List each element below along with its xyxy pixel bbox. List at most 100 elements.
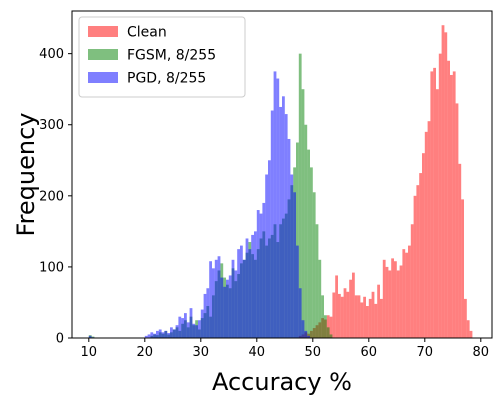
histogram-bar — [358, 295, 361, 338]
histogram-bar — [206, 288, 209, 338]
histogram-bar — [148, 334, 151, 338]
histogram-bar — [380, 299, 383, 338]
histogram-bar — [402, 249, 405, 338]
histogram-bar — [416, 185, 419, 338]
histogram-bar — [391, 258, 394, 338]
histogram-bar — [198, 320, 201, 338]
histogram-bar — [240, 246, 243, 338]
histogram-bar — [433, 68, 436, 338]
y-tick-label: 400 — [39, 47, 64, 62]
histogram-bar — [447, 61, 450, 338]
y-axis-label: Frequency — [12, 113, 40, 237]
x-axis-label: Accuracy % — [212, 368, 352, 396]
histogram-bar — [232, 260, 235, 338]
x-tick-label: 20 — [137, 345, 154, 360]
histogram-bar — [251, 235, 254, 338]
histogram-bar — [173, 329, 176, 338]
x-tick-label: 70 — [417, 345, 434, 360]
histogram-bar — [229, 275, 232, 338]
legend-swatch — [88, 72, 118, 83]
histogram-bar — [243, 260, 246, 338]
histogram-bar — [218, 256, 221, 338]
histogram-bar — [430, 71, 433, 338]
histogram-bar — [377, 285, 380, 338]
histogram-bar — [265, 175, 268, 339]
histogram-bar — [170, 327, 173, 338]
histogram-bar — [164, 331, 167, 338]
legend-swatch — [88, 49, 118, 60]
histogram-bar — [422, 153, 425, 338]
histogram-bar — [355, 295, 358, 338]
histogram-bar — [327, 327, 330, 338]
histogram-bar — [178, 317, 181, 338]
histogram-bar — [299, 288, 302, 338]
histogram-bar — [408, 246, 411, 338]
x-tick-label: 60 — [361, 345, 378, 360]
histogram-bar — [223, 287, 226, 338]
x-tick-label: 10 — [81, 345, 98, 360]
histogram-bar — [405, 253, 408, 338]
histogram-bar — [341, 297, 344, 338]
histogram-bar — [176, 325, 179, 338]
histogram-bar — [428, 121, 431, 338]
histogram-bar — [296, 246, 299, 338]
histogram-bar — [302, 89, 305, 338]
histogram-bar — [464, 299, 467, 338]
histogram-bar — [372, 292, 375, 338]
histogram-bar — [439, 54, 442, 338]
histogram-bar — [335, 275, 338, 338]
histogram-bar — [411, 224, 414, 338]
histogram-bar — [288, 139, 291, 338]
histogram-bar — [212, 268, 215, 338]
histogram-bar — [285, 114, 288, 338]
histogram-bar — [360, 302, 363, 338]
histogram-bar — [150, 332, 153, 338]
histogram-bar — [330, 334, 333, 338]
y-tick-label: 0 — [56, 332, 64, 347]
histogram-bar — [442, 25, 445, 338]
histogram-bar — [181, 318, 184, 338]
histogram-bar — [209, 261, 212, 338]
histogram-bar — [246, 238, 249, 338]
histogram-bar — [248, 249, 251, 338]
histogram-bar — [310, 167, 313, 338]
histogram-bar — [187, 322, 190, 338]
histogram-bar — [192, 324, 195, 338]
histogram-bar — [304, 125, 307, 338]
y-tick-label: 100 — [39, 260, 64, 275]
histogram-bar — [268, 160, 271, 338]
histogram-bar — [262, 203, 265, 338]
legend-label: Clean — [127, 25, 167, 41]
histogram-bar — [271, 111, 274, 338]
histogram-bar — [394, 261, 397, 338]
y-tick-label: 300 — [39, 118, 64, 133]
histogram-bar — [436, 89, 439, 338]
histogram-bar — [349, 280, 352, 338]
histogram-bar — [332, 293, 335, 338]
histogram-bar — [237, 249, 240, 338]
x-tick-label: 50 — [305, 345, 322, 360]
histogram-bar — [318, 260, 321, 338]
legend: Clean FGSM, 8/255 PGD, 8/255 — [79, 17, 245, 97]
histogram-bar — [414, 196, 417, 338]
histogram-bar — [260, 214, 263, 338]
histogram-bar — [153, 334, 156, 338]
histogram-bar — [279, 107, 282, 338]
histogram-bar — [313, 192, 316, 338]
histogram-bar — [461, 199, 464, 338]
histogram-bar — [450, 75, 453, 338]
histogram-bar — [338, 294, 341, 338]
histogram-bar — [276, 79, 279, 338]
histogram-bar — [425, 132, 428, 338]
histogram-bar — [190, 308, 193, 338]
histogram-bar — [159, 329, 162, 338]
histogram-bar — [453, 71, 456, 338]
histogram-bar — [363, 297, 366, 338]
legend-label: PGD, 8/255 — [127, 71, 206, 87]
histogram-bar — [388, 270, 391, 338]
histogram-bar — [366, 306, 369, 338]
histogram-bar — [274, 71, 277, 338]
y-tick-label: 200 — [39, 189, 64, 204]
histogram-bar — [374, 304, 377, 338]
